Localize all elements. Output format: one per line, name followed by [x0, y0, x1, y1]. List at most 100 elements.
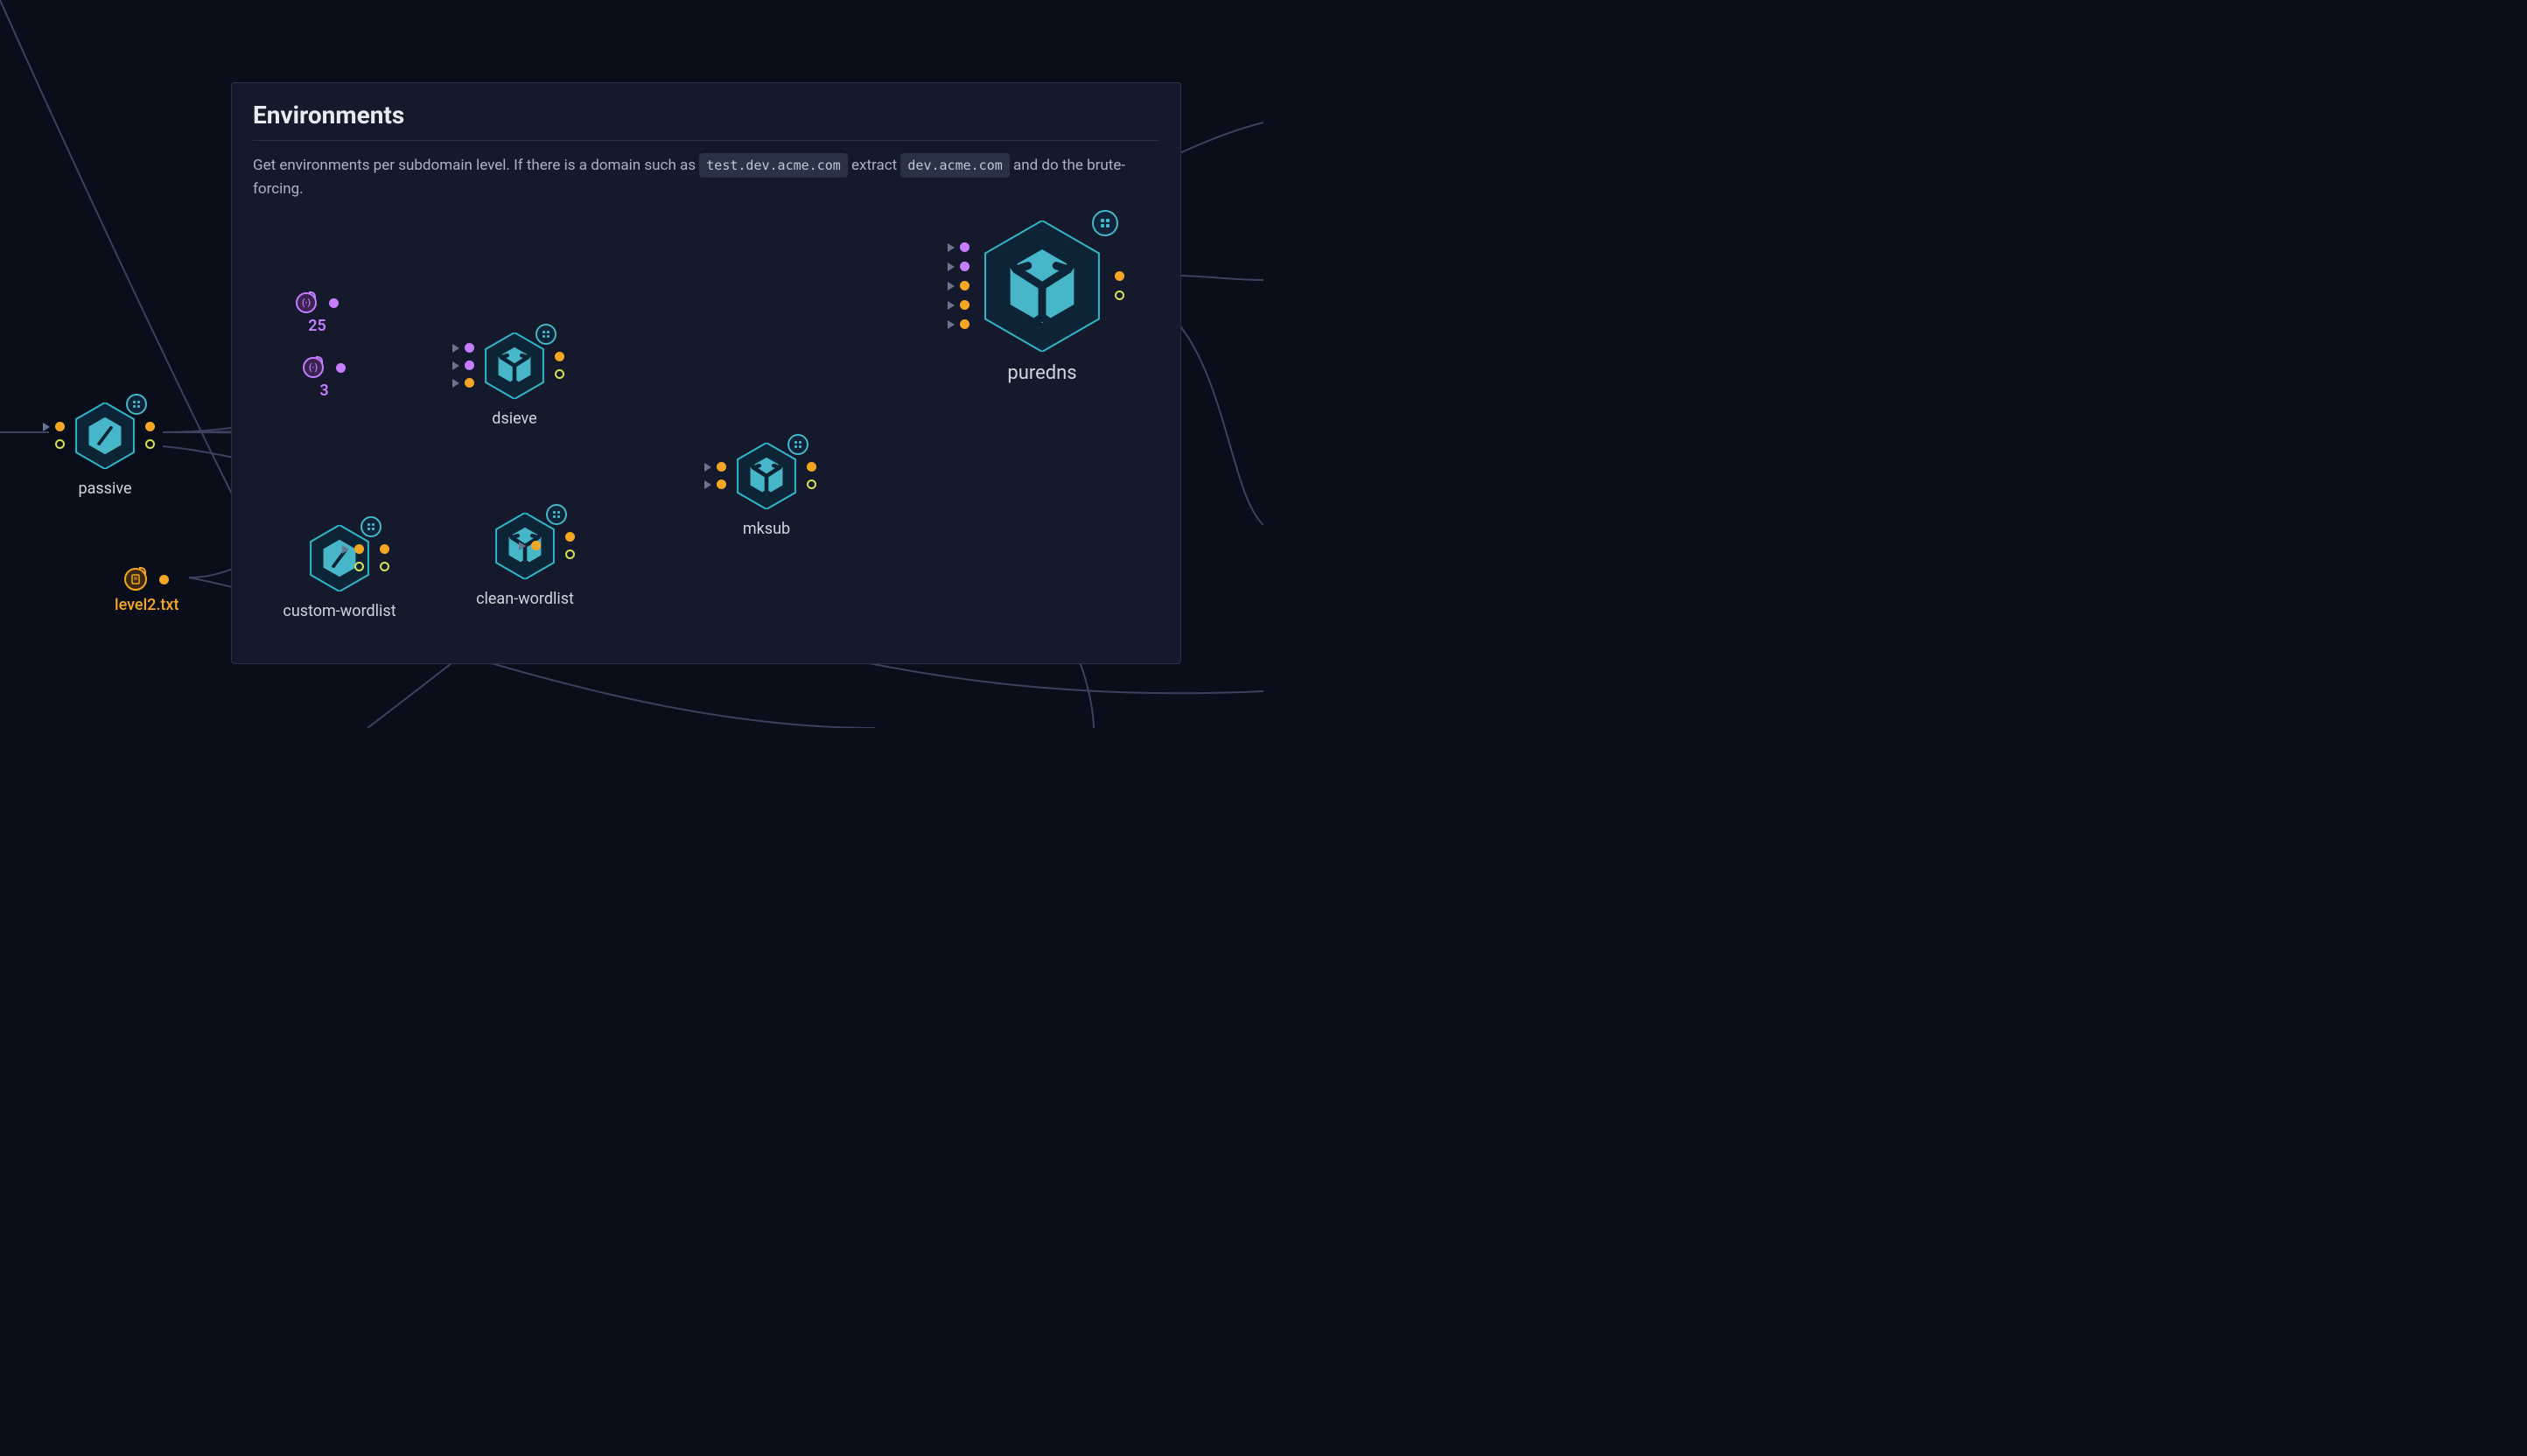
node-label: clean-wordlist	[464, 590, 586, 608]
input-arrow-icon	[704, 480, 711, 489]
input-port[interactable]	[948, 242, 970, 252]
output-port[interactable]	[380, 562, 389, 571]
input-arrow-icon	[704, 463, 711, 472]
grid-badge-icon[interactable]	[126, 394, 147, 415]
input-port[interactable]	[948, 262, 970, 271]
output-port[interactable]	[145, 439, 155, 449]
node-custom-wordlist[interactable]: custom-wordlist	[306, 525, 438, 620]
port-ring[interactable]	[807, 480, 816, 489]
output-port[interactable]	[329, 298, 339, 308]
port-dot[interactable]	[717, 462, 726, 472]
output-port[interactable]	[380, 544, 389, 554]
input-arrow-icon	[948, 262, 955, 271]
port-dot[interactable]	[531, 541, 541, 550]
input-port[interactable]	[704, 480, 726, 489]
input-port[interactable]	[452, 378, 474, 388]
input-port[interactable]	[948, 319, 970, 329]
param-label: 25	[308, 317, 326, 335]
hex-icon[interactable]	[976, 220, 1108, 352]
port-dot[interactable]	[555, 352, 564, 361]
hex-icon[interactable]	[481, 332, 548, 399]
input-arrow-icon	[519, 542, 526, 550]
grid-badge-icon[interactable]	[360, 516, 382, 537]
param-node-p3[interactable]: (·) 3	[303, 357, 346, 400]
port-dot[interactable]	[465, 378, 474, 388]
desc-text: extract	[851, 157, 900, 174]
input-port[interactable]	[43, 422, 65, 431]
node-dsieve[interactable]: dsieve	[481, 332, 548, 428]
input-arrow-icon	[948, 320, 955, 329]
param-icon[interactable]: (·)	[296, 292, 317, 313]
output-port[interactable]	[1115, 290, 1124, 300]
port-dot[interactable]	[960, 281, 970, 290]
node-label: dsieve	[481, 410, 548, 428]
input-arrow-icon	[948, 243, 955, 252]
port-ring[interactable]	[555, 369, 564, 379]
output-port[interactable]	[336, 363, 346, 373]
port-ring[interactable]	[145, 439, 155, 449]
workflow-canvas[interactable]: Environments Get environments per subdom…	[0, 0, 1264, 728]
port-dot[interactable]	[960, 242, 970, 252]
port-dot[interactable]	[960, 262, 970, 271]
port-ring[interactable]	[1115, 290, 1124, 300]
output-port[interactable]	[807, 480, 816, 489]
desc-text: Get environments per subdomain level. If…	[253, 157, 699, 174]
file-icon[interactable]	[124, 568, 147, 591]
input-port[interactable]	[452, 343, 474, 353]
port-dot[interactable]	[717, 480, 726, 489]
port-ring[interactable]	[380, 562, 389, 571]
node-clean-wordlist[interactable]: clean-wordlist	[492, 513, 614, 608]
node-label: custom-wordlist	[274, 602, 405, 620]
port-dot[interactable]	[565, 532, 575, 542]
hex-icon[interactable]	[306, 525, 373, 592]
port-dot[interactable]	[354, 544, 364, 554]
port-ring[interactable]	[565, 550, 575, 559]
input-arrow-icon	[452, 361, 459, 370]
input-port[interactable]	[704, 462, 726, 472]
input-port[interactable]	[55, 439, 65, 449]
output-port[interactable]	[565, 550, 575, 559]
port-dot[interactable]	[465, 360, 474, 370]
input-port[interactable]	[342, 544, 364, 554]
file-label: level2.txt	[115, 596, 178, 614]
port-dot[interactable]	[380, 544, 389, 554]
output-port[interactable]	[159, 575, 169, 584]
code-chip: dev.acme.com	[900, 153, 1009, 178]
output-port[interactable]	[145, 422, 155, 431]
param-node-p25[interactable]: (·) 25	[296, 292, 339, 335]
port-ring[interactable]	[55, 439, 65, 449]
port-dot[interactable]	[465, 343, 474, 353]
port-dot[interactable]	[960, 319, 970, 329]
output-port[interactable]	[807, 462, 816, 472]
panel-title: Environments	[253, 101, 1159, 130]
file-node-level2[interactable]: level2.txt	[115, 568, 178, 614]
hex-icon[interactable]	[733, 443, 800, 509]
port-dot[interactable]	[807, 462, 816, 472]
node-passive[interactable]: passive	[72, 402, 138, 498]
input-port[interactable]	[948, 281, 970, 290]
node-label: puredns	[976, 362, 1108, 384]
output-port[interactable]	[555, 352, 564, 361]
grid-badge-icon[interactable]	[536, 324, 556, 345]
port-dot[interactable]	[1115, 271, 1124, 281]
hex-icon[interactable]	[72, 402, 138, 469]
grid-badge-icon[interactable]	[546, 504, 567, 525]
input-port[interactable]	[948, 300, 970, 310]
input-port[interactable]	[519, 541, 541, 550]
output-port[interactable]	[1115, 271, 1124, 281]
output-port[interactable]	[555, 369, 564, 379]
node-mksub[interactable]: mksub	[733, 443, 800, 538]
port-dot[interactable]	[960, 300, 970, 310]
input-port[interactable]	[354, 562, 364, 571]
input-port[interactable]	[452, 360, 474, 370]
node-puredns[interactable]: puredns	[976, 220, 1108, 384]
param-icon[interactable]: (·)	[303, 357, 324, 378]
grid-badge-icon[interactable]	[1092, 210, 1118, 236]
output-port[interactable]	[565, 532, 575, 542]
input-arrow-icon	[948, 282, 955, 290]
port-dot[interactable]	[55, 422, 65, 431]
input-arrow-icon	[342, 545, 349, 554]
port-dot[interactable]	[145, 422, 155, 431]
grid-badge-icon[interactable]	[788, 434, 808, 455]
port-ring[interactable]	[354, 562, 364, 571]
